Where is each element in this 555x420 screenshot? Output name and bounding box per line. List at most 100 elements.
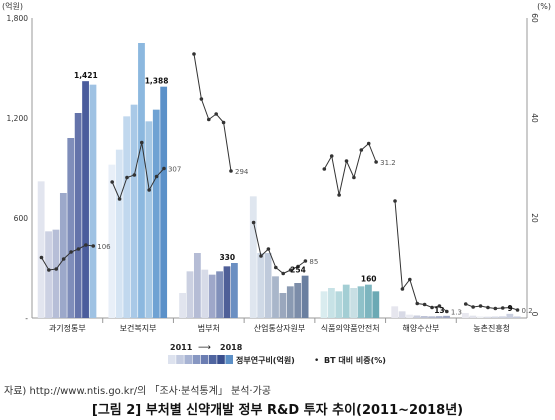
y-right-tick: 40 [530,113,539,123]
figure-caption: [그림 2] 부처별 신약개발 정부 R&D 투자 추이(2011~2018년) [91,403,464,418]
y-right-tick: 20 [530,213,539,223]
y-right-tick: 0 [530,312,539,317]
legend-swatch [192,355,201,364]
ratio-point [251,220,256,225]
bar-label: 9 [508,304,513,313]
bar [391,306,399,318]
ratio-point [199,97,204,101]
ratio-point [229,169,233,173]
bar [335,291,343,318]
bar [499,316,506,318]
ratio-point [274,265,278,270]
ratio-point [288,268,293,272]
bar-label: 1,388 [145,77,169,86]
bar [179,293,186,318]
bar [45,231,52,318]
y-left-tick: - [25,314,28,323]
bar-label: 330 [219,253,235,262]
bar [398,311,406,318]
y-left-tick: 1,200 [7,114,29,123]
y-right-unit: (%) [537,2,551,11]
bar [59,193,67,318]
legend-year-from: 2011 [170,343,193,352]
bar [484,316,492,318]
ratio-point [322,167,327,171]
bar [506,313,514,318]
bar [406,314,413,318]
ratio-point [337,193,341,197]
ratio-line [394,200,448,312]
y-left-tick: 600 [14,214,29,223]
bar [462,313,469,318]
y-left-tick: 1,800 [7,14,29,23]
bar [413,315,421,318]
ratio-point [400,287,405,291]
ratio-point [69,250,73,254]
bar [89,84,97,319]
ratio-point [192,52,196,56]
ratio-point [221,120,226,125]
ratio-point [366,141,371,146]
ratio-point [500,306,505,310]
ratio-point [39,255,44,260]
bar [52,229,60,318]
ratio-point [303,259,308,263]
legend-swatch [225,355,233,364]
ratio-point [76,247,81,251]
legend-swatch [200,355,209,364]
legend-swatch [168,355,176,364]
bar [257,253,265,318]
ratio-point [296,264,300,269]
chart-labels: 106 1,421 과기정통부 307 1,388 보건복지부 294 330 범부처 85254… [49,71,533,333]
ratio-point [344,159,349,163]
ratio-point [408,277,412,282]
bar [372,291,380,318]
legend-year-to: 2018 [220,343,243,352]
bar [420,316,428,318]
source-note: 자료) http://www.ntis.go.kr/의 「조사·분석통계」 분석… [4,386,271,397]
ratio-point [486,305,490,310]
ratio-point [471,305,475,309]
bar-label: 1,421 [74,71,98,80]
ratio-point [266,247,271,251]
y-right-tick: 60 [530,13,539,23]
legend-swatch [176,355,184,364]
bar [350,288,358,318]
ratio-point [515,308,520,312]
ratio-point [147,188,151,192]
bar [294,283,302,318]
chart-lines [39,52,520,314]
bar [301,275,309,318]
bar [138,43,145,318]
ratio-point [437,304,442,308]
ratio-point [445,309,449,314]
chart-bars [37,43,521,319]
ratio-point [393,199,397,203]
ratio-line [323,142,377,196]
bar [208,274,216,318]
bar [67,138,75,318]
ratio-point [478,304,483,308]
category-label: 해양수산부 [403,323,440,333]
bar [37,181,45,318]
bar-label: 254 [290,266,306,275]
bar [216,271,223,318]
ratio-point [329,154,334,158]
line-label: 0.2 [522,307,533,315]
ratio-point [415,301,420,306]
bar [108,164,116,318]
line-label: 31.2 [380,159,396,167]
bar [469,315,477,318]
legend-line-symbol: • [314,356,319,366]
ratio-point [359,148,364,152]
ratio-point [352,175,356,180]
ratio-point [91,244,96,248]
bar [491,316,499,318]
category-label: 농촌진흥청 [473,323,510,333]
bar [357,286,365,318]
bar [74,113,82,318]
ratio-line [111,142,165,201]
ratio-point [117,197,122,201]
bar [428,316,436,318]
bar [152,109,160,319]
